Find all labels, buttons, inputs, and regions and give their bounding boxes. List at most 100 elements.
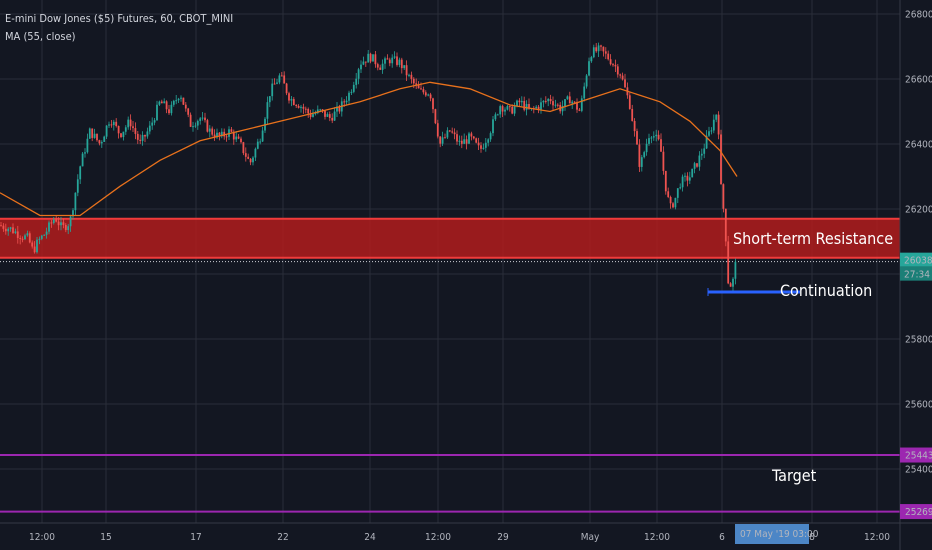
candle-body <box>177 98 180 101</box>
candle-body <box>571 101 574 104</box>
candle-body <box>326 114 329 117</box>
candle-body <box>268 96 271 103</box>
candle-body <box>141 134 144 141</box>
candle-body <box>535 106 538 109</box>
y-tick-label: 26400 <box>905 140 932 151</box>
candle-body <box>686 175 689 181</box>
candle-body <box>369 53 372 62</box>
candle-body <box>616 66 619 75</box>
moving-average-line <box>0 81 738 217</box>
candle-body <box>499 106 502 115</box>
candle-body <box>705 135 708 149</box>
candle-body <box>693 163 696 169</box>
candle-body <box>494 114 497 120</box>
candle-body <box>648 138 650 144</box>
candle-body <box>396 56 398 65</box>
candle-body <box>549 99 552 102</box>
candle-body <box>295 104 298 107</box>
candle-body <box>254 148 257 158</box>
candle-body <box>602 46 605 52</box>
candle-body <box>146 131 149 137</box>
candle-body <box>552 101 554 106</box>
candle-body <box>153 120 156 123</box>
candle-body <box>621 75 624 80</box>
candle-body <box>722 184 725 209</box>
candle-body <box>105 125 108 137</box>
candle-body <box>444 137 446 139</box>
candle-body <box>679 187 682 189</box>
candle-body <box>0 225 2 227</box>
candle-body <box>604 51 607 54</box>
candle-body <box>208 128 211 132</box>
candle-body <box>576 101 578 110</box>
candle-body <box>655 134 658 137</box>
candle-body <box>415 83 418 85</box>
candle-body <box>312 114 314 117</box>
candle-body <box>12 227 14 234</box>
candle-body <box>292 99 295 105</box>
candle-body <box>446 130 449 138</box>
candle-body <box>480 145 482 149</box>
candle-body <box>504 109 506 112</box>
candle-body <box>427 94 430 96</box>
candle-body <box>280 75 283 77</box>
candle-body <box>60 222 62 226</box>
candle-body <box>156 104 158 121</box>
candle-body <box>482 147 485 149</box>
horizontal-levels <box>0 261 900 513</box>
candle-body <box>357 69 360 79</box>
candle-body <box>360 64 362 70</box>
countdown-tag <box>900 266 932 281</box>
candle-body <box>211 128 214 135</box>
x-tick-label: 12:00 <box>864 532 890 543</box>
symbol-title[interactable]: E-mini Dow Jones ($5) Futures, 60, CBOT_… <box>5 12 234 25</box>
candle-body <box>355 78 358 85</box>
candle-body <box>290 99 293 101</box>
candle-body <box>436 123 439 137</box>
candle-body <box>511 106 514 114</box>
y-tick-label: 26200 <box>905 205 932 216</box>
y-tick-label: 25400 <box>905 465 932 476</box>
candle-body <box>79 166 82 180</box>
candlestick-series <box>0 42 737 292</box>
candle-body <box>240 138 242 143</box>
y-tick-label: 26600 <box>905 75 932 86</box>
candle-body <box>609 59 612 65</box>
candle-body <box>518 100 521 103</box>
candle-body <box>24 235 26 240</box>
candle-body <box>271 83 274 97</box>
candle-body <box>110 124 113 126</box>
candle-body <box>45 231 48 235</box>
time-axis[interactable]: 12:00 15 17 22 24 12:00 29 May 12:00 6 8 12:00 07 Ma… <box>0 522 932 544</box>
candle-body <box>439 136 442 144</box>
candle-body <box>703 148 706 154</box>
candle-body <box>422 89 425 93</box>
countdown-label: 27:34 <box>904 270 930 281</box>
candle-body <box>638 144 641 167</box>
candle-body <box>237 136 240 139</box>
candle-body <box>62 222 65 225</box>
candle-body <box>132 126 134 129</box>
candle-body <box>348 92 350 101</box>
candle-body <box>379 67 382 70</box>
y-tick-label: 26800 <box>905 10 932 21</box>
candle-body <box>578 109 581 111</box>
candle-body <box>266 102 269 119</box>
candle-body <box>448 130 451 132</box>
candle-body <box>223 131 226 137</box>
candle-body <box>117 125 120 134</box>
y-tick-label: 25600 <box>905 400 932 411</box>
price-axis[interactable]: 2680026600264002620026000258002560025400… <box>899 0 932 550</box>
candle-body <box>300 106 302 108</box>
candle-body <box>525 103 528 110</box>
candle-body <box>508 106 511 108</box>
candle-body <box>556 104 559 106</box>
candle-body <box>720 134 722 185</box>
candle-body <box>52 219 55 224</box>
candle-body <box>506 106 509 110</box>
indicator-label[interactable]: MA (55, close) <box>5 30 76 43</box>
candle-body <box>189 114 192 127</box>
candle-body <box>628 95 631 109</box>
candle-body <box>88 128 91 139</box>
